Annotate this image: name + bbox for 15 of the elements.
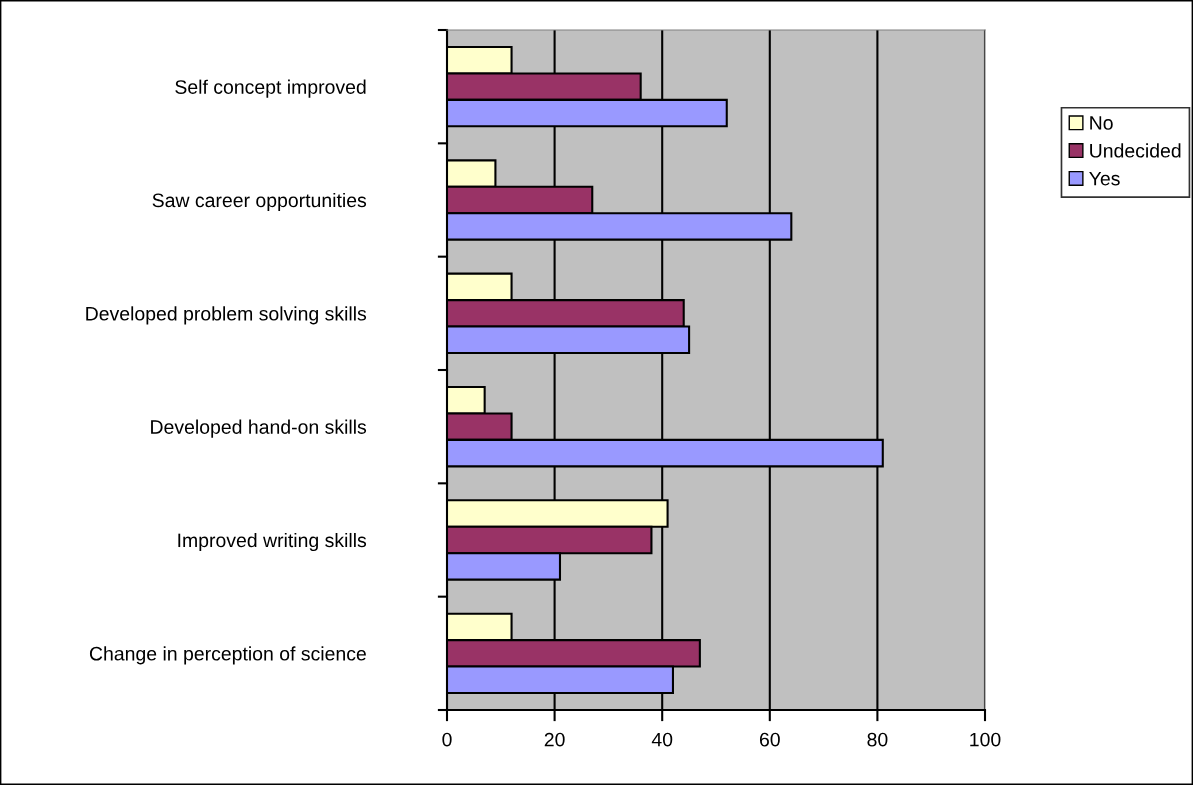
- legend-label: No: [1090, 116, 1113, 130]
- y-tick-label: Improved writing skills: [178, 532, 367, 552]
- y-tick-label: Developed problem solving skills: [86, 306, 367, 325]
- y-tick-label: Saw career opportunities: [152, 192, 367, 212]
- x-tick-label: 100: [970, 732, 1001, 747]
- x-tick-label: 20: [544, 732, 565, 747]
- legend-label: Yes: [1089, 171, 1120, 186]
- y-tick-label: Change in perception of science: [89, 646, 366, 665]
- x-tick-label: 0: [442, 732, 452, 747]
- x-tick-label: 40: [651, 732, 673, 747]
- y-tick-label: Self concept improved: [175, 79, 366, 98]
- x-tick-label: 60: [759, 732, 780, 747]
- legend-label: Undecided: [1090, 143, 1181, 158]
- y-tick-label: Developed hand-on skills: [151, 419, 367, 438]
- x-tick-label: 80: [867, 732, 888, 747]
